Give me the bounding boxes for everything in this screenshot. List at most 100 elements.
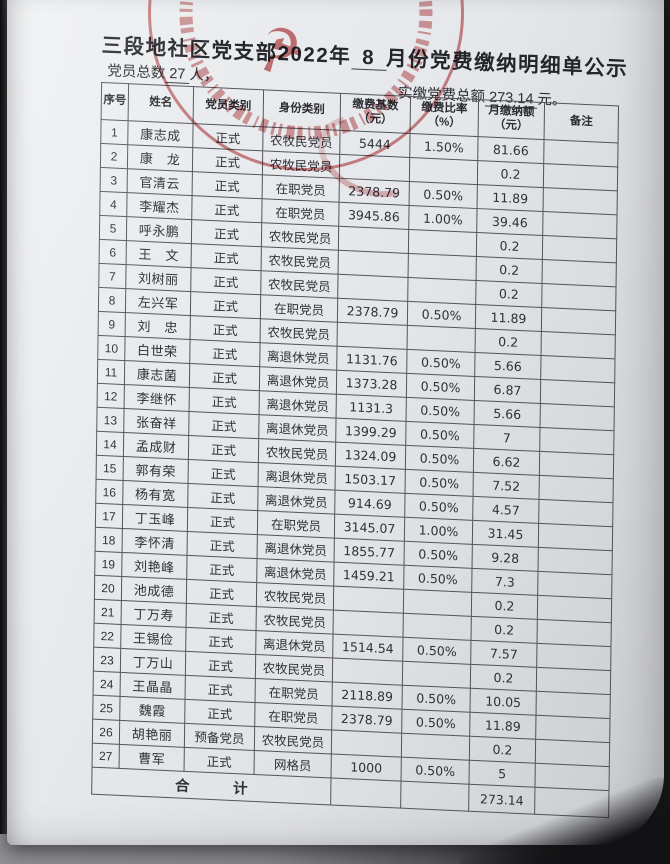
cell-rate: 0.50% xyxy=(401,709,471,737)
column-header-4: 缴费基数 （元） xyxy=(340,93,411,134)
cell-base: 1131.3 xyxy=(336,394,407,422)
cell-type: 正式 xyxy=(189,363,260,391)
cell-amount: 4.57 xyxy=(472,496,540,524)
cell-rate: 0.50% xyxy=(402,637,472,665)
cell-identity: 离退休党员 xyxy=(259,342,338,371)
cell-type: 正式 xyxy=(186,555,258,583)
cell-note xyxy=(543,139,619,167)
cell-amount: 0.2 xyxy=(477,160,544,188)
cell-rate: 0.50% xyxy=(405,469,474,497)
cell-note xyxy=(542,211,618,239)
cell-note xyxy=(537,595,612,623)
cell-no: 26 xyxy=(92,719,120,745)
cell-type: 正式 xyxy=(189,387,260,415)
cell-identity: 农牧民党员 xyxy=(261,246,339,275)
cell-no: 19 xyxy=(94,551,123,577)
cell-rate xyxy=(403,613,472,641)
cell-name: 丁万寿 xyxy=(121,600,187,628)
cell-note xyxy=(535,691,611,719)
cell-note xyxy=(539,475,614,503)
members-value: 27 xyxy=(165,65,190,84)
cell-note xyxy=(541,331,616,359)
column-header-6: 月缴纳额 （元） xyxy=(478,99,545,140)
cell-base: 1324.09 xyxy=(335,442,406,470)
cell-rate: 0.50% xyxy=(403,565,473,593)
cell-note xyxy=(540,403,615,431)
cell-no: 27 xyxy=(92,743,120,769)
cell-type: 正式 xyxy=(188,411,260,439)
cell-name: 李怀清 xyxy=(122,528,188,556)
cell-rate xyxy=(402,661,471,689)
cell-identity: 农牧民党员 xyxy=(256,606,334,635)
cell-base: 1131.76 xyxy=(336,346,408,374)
cell-rate: 1.00% xyxy=(408,205,478,233)
cell-no: 16 xyxy=(95,479,124,505)
cell-no: 10 xyxy=(97,335,126,361)
cell-type: 正式 xyxy=(191,219,262,247)
cell-rate xyxy=(407,277,477,305)
cell-amount: 7 xyxy=(473,424,541,452)
cell-amount: 0.2 xyxy=(471,616,538,644)
cell-note xyxy=(540,355,616,383)
cell-identity: 农牧民党员 xyxy=(255,654,333,683)
cell-rate: 0.50% xyxy=(406,373,475,401)
column-header-5: 缴费比率 （%） xyxy=(410,96,479,137)
cell-amount: 0.2 xyxy=(476,232,543,260)
cell-name: 康志成 xyxy=(127,120,194,148)
cell-no: 22 xyxy=(93,623,122,649)
column-header-2: 党员类别 xyxy=(193,86,264,127)
cell-identity: 农牧民党员 xyxy=(260,270,339,299)
cell-rate xyxy=(408,253,477,281)
cell-identity: 离退休党员 xyxy=(258,462,336,491)
column-header-7: 备注 xyxy=(544,102,619,143)
cell-base: 3945.86 xyxy=(338,202,410,230)
cell-name: 白世荣 xyxy=(124,336,191,364)
cell-rate: 0.50% xyxy=(402,685,471,713)
cell-identity: 离退休党员 xyxy=(256,558,335,587)
members-prefix: 党员总数 xyxy=(107,63,166,82)
cell-amount: 31.45 xyxy=(472,520,539,548)
cell-identity: 农牧民党员 xyxy=(260,318,338,347)
cell-identity: 离退休党员 xyxy=(259,366,337,395)
cell-no: 5 xyxy=(99,215,127,241)
cell-no: 25 xyxy=(92,695,121,721)
cell-base xyxy=(338,250,409,278)
cell-note xyxy=(537,571,613,599)
cell-identity: 在职党员 xyxy=(257,510,335,539)
cell-note xyxy=(536,667,611,695)
cell-amount: 9.28 xyxy=(472,544,539,572)
cell-identity: 农牧民党员 xyxy=(261,222,339,251)
cell-rate: 0.50% xyxy=(406,349,476,377)
cell-rate: 0.50% xyxy=(405,445,474,473)
cell-amount: 0.2 xyxy=(476,256,543,284)
cell-no: 2 xyxy=(100,143,128,169)
cell-identity: 农牧民党员 xyxy=(254,726,332,754)
cell-note xyxy=(543,187,618,215)
cell-amount: 11.89 xyxy=(477,184,544,212)
cell-no: 14 xyxy=(96,431,124,457)
cell-no: 3 xyxy=(100,167,128,193)
paper-sheet xyxy=(7,0,664,845)
cell-note xyxy=(540,379,615,407)
cell-identity: 在职党员 xyxy=(254,702,333,730)
cell-amount: 0.2 xyxy=(475,280,543,308)
cell-type: 正式 xyxy=(186,603,257,631)
cell-note xyxy=(537,619,612,647)
cell-type: 正式 xyxy=(190,267,262,295)
cell-identity: 离退休党员 xyxy=(258,414,337,443)
cell-type: 预备党员 xyxy=(184,723,255,751)
cell-name: 刘 忠 xyxy=(125,312,191,340)
cell-amount: 6.87 xyxy=(474,376,541,404)
cell-rate: 1.00% xyxy=(404,517,473,545)
cell-name: 李继怀 xyxy=(124,384,190,412)
cell-no: 13 xyxy=(96,407,125,433)
cell-identity: 农牧民党员 xyxy=(262,126,341,155)
cell-name: 丁万山 xyxy=(120,648,186,676)
cell-note xyxy=(542,235,617,263)
cell-amount: 5.66 xyxy=(474,352,542,380)
cell-no: 24 xyxy=(93,671,121,697)
cell-name: 杨有宽 xyxy=(122,480,189,508)
cell-amount: 7.52 xyxy=(473,472,540,500)
cell-amount: 11.89 xyxy=(475,304,542,332)
cell-type: 正式 xyxy=(188,435,259,463)
